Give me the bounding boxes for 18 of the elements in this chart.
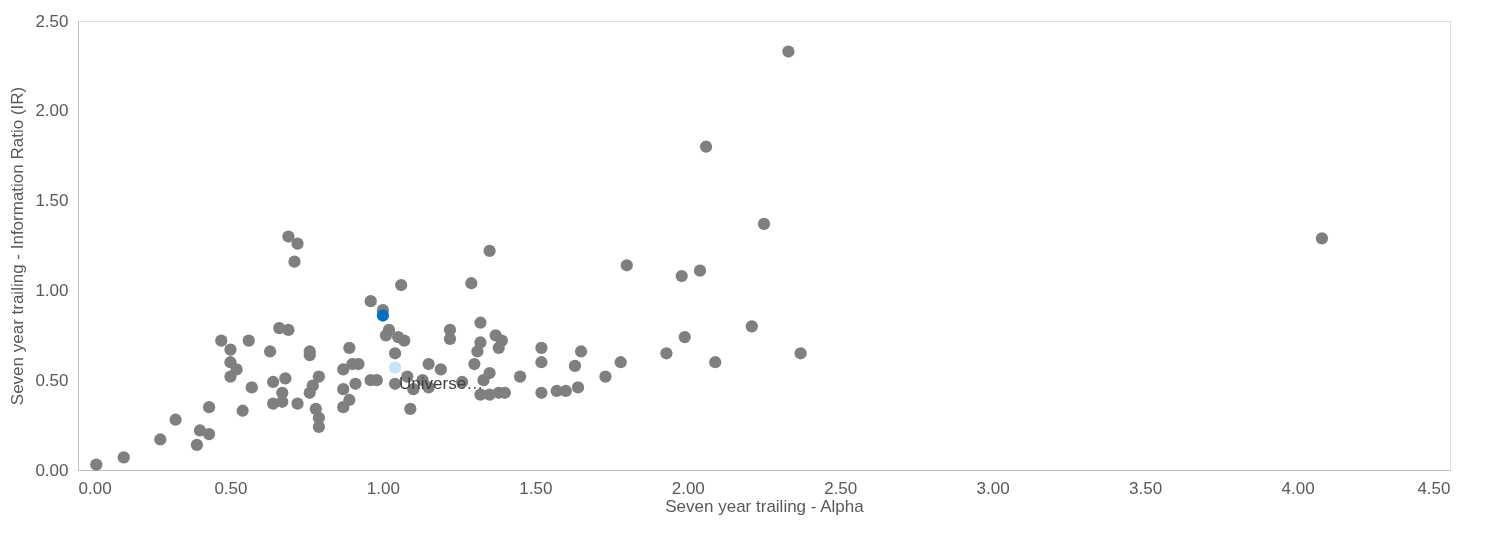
x-tick-label: 3.50 <box>1129 478 1163 498</box>
x-tick-label: 2.00 <box>671 478 705 498</box>
x-tick-label: 0.50 <box>214 478 248 498</box>
x-tick-label: 4.50 <box>1417 478 1451 498</box>
x-tick-label: 3.00 <box>976 478 1010 498</box>
y-tick-label: 2.50 <box>35 11 69 31</box>
x-tick-label: 1.00 <box>366 478 400 498</box>
x-axis-title: Seven year trailing - Alpha <box>665 496 865 516</box>
x-tick-label: 2.50 <box>824 478 858 498</box>
x-tick-label: 1.50 <box>519 478 553 498</box>
x-tick-label: 4.00 <box>1281 478 1315 498</box>
y-tick-label: 1.50 <box>35 191 69 211</box>
y-tick-label: 0.00 <box>35 460 69 480</box>
y-tick-label: 1.00 <box>35 280 69 300</box>
y-tick-label: 0.50 <box>35 370 69 390</box>
y-axis-title: Seven year trailing - Information Ratio (IR) <box>8 86 28 406</box>
x-tick-label: 0.00 <box>78 478 112 498</box>
y-tick-label: 2.00 <box>35 101 69 121</box>
